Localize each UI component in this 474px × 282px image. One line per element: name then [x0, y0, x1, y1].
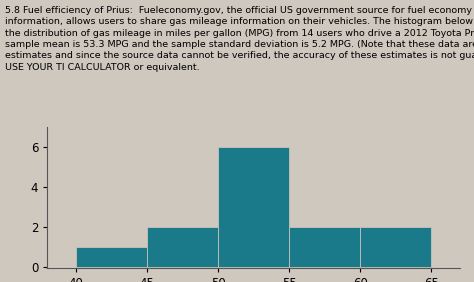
Bar: [289, 227, 360, 267]
Text: 5.8 Fuel efficiency of Prius:  Fueleconomy.gov, the official US government sourc: 5.8 Fuel efficiency of Prius: Fueleconom…: [5, 6, 474, 72]
Bar: [76, 247, 147, 267]
Bar: [360, 227, 431, 267]
Bar: [147, 227, 218, 267]
Bar: [218, 147, 289, 267]
